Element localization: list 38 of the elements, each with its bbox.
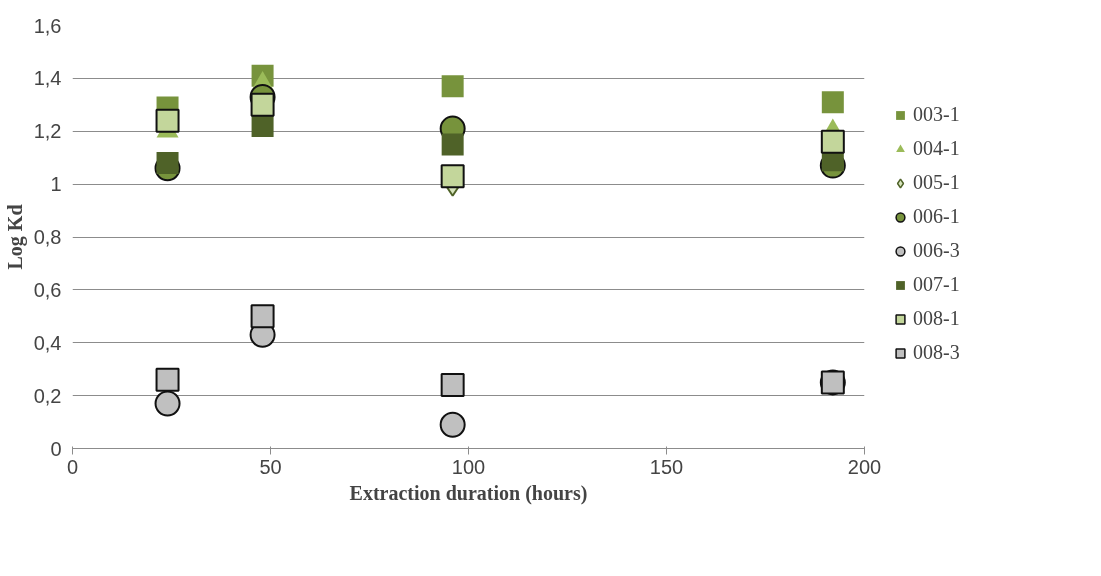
legend-label: 008-3	[913, 341, 960, 364]
x-tick-label: 200	[847, 455, 882, 478]
x-tick-label: 100	[451, 455, 486, 478]
y-tick-label: 0	[50, 437, 62, 460]
legend-label: 006-1	[913, 205, 960, 228]
y-tick-label: 0,2	[33, 384, 62, 407]
x-tick-label: 150	[649, 455, 684, 478]
point	[155, 367, 180, 392]
legend-label: 005-1	[913, 171, 960, 194]
point	[441, 75, 464, 98]
point	[440, 373, 465, 398]
point	[250, 304, 275, 329]
point	[251, 114, 274, 137]
legend-label: 007-1	[913, 273, 960, 296]
x-tick-label: 50	[259, 455, 282, 478]
point	[250, 92, 275, 117]
point	[155, 108, 180, 133]
legend-label: 006-3	[913, 239, 960, 262]
point	[441, 133, 464, 156]
point	[820, 129, 845, 154]
y-tick-label: 0,8	[33, 226, 62, 248]
y-tick-label: 0,6	[33, 278, 62, 301]
y-tick-label: 0,4	[33, 331, 62, 354]
x-tick-label: 0	[66, 455, 79, 478]
y-axis-title: Log Kd	[3, 204, 27, 270]
point	[439, 411, 466, 438]
point	[440, 164, 465, 189]
point	[156, 151, 179, 174]
legend-label: 003-1	[913, 103, 960, 126]
y-tick-label: 1,2	[33, 120, 62, 143]
legend-label: 004-1	[913, 137, 960, 160]
y-tick-label: 1,4	[33, 67, 62, 90]
point	[154, 390, 181, 417]
point	[821, 91, 844, 114]
legend-label: 008-1	[913, 307, 960, 330]
y-tick-label: 1,6	[33, 14, 62, 37]
x-axis-title: Extraction duration (hours)	[349, 481, 588, 505]
y-tick-label: 1	[50, 173, 62, 196]
